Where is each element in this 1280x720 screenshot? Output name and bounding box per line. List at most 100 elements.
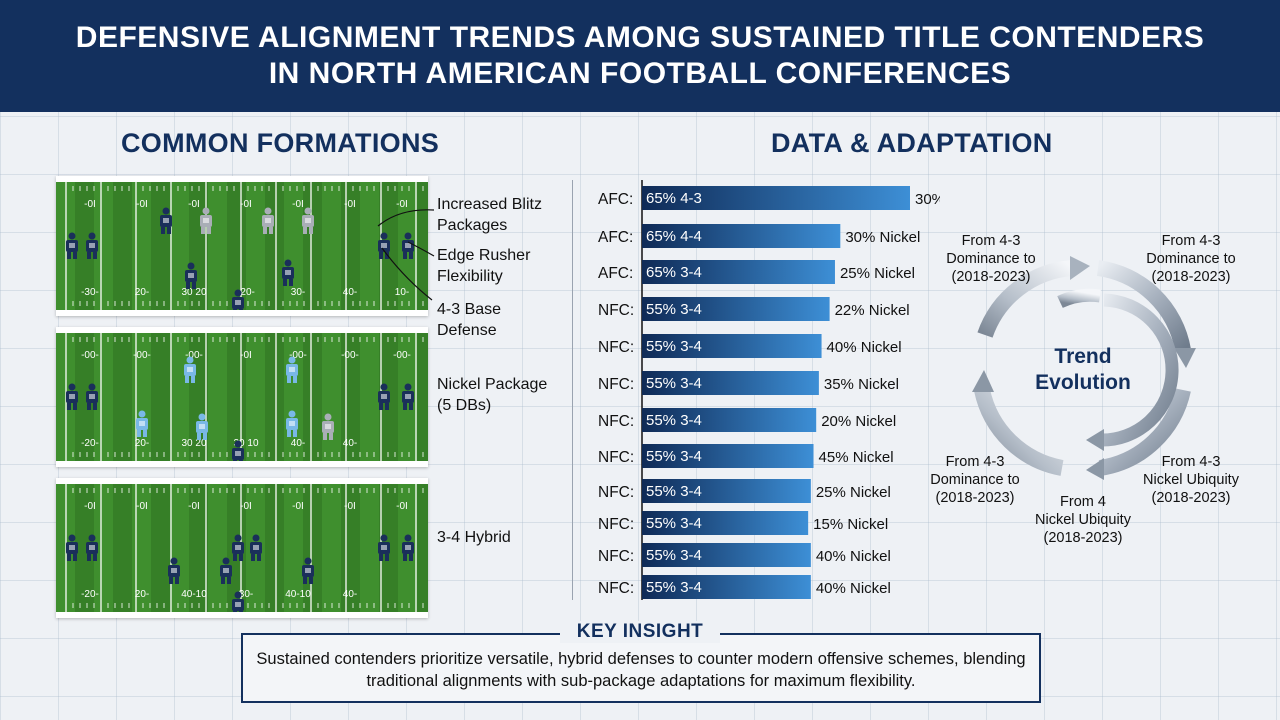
player-figure <box>232 289 244 310</box>
field-marker-top: -0I <box>396 199 408 210</box>
field-drawing: -00- -00- -00- -0I -00- -00- -00- -20- 20- 30 20 3… <box>65 333 424 461</box>
bar <box>642 543 811 567</box>
player-figure <box>302 207 314 234</box>
label-edge-rusher: Edge Rusher Flexibility <box>437 247 531 285</box>
bar-category-label: NFC: <box>598 376 634 393</box>
player-figure <box>302 557 314 584</box>
field-marker-bottom: 40- <box>291 438 305 449</box>
bar <box>642 479 811 503</box>
bar-category-label: NFC: <box>598 580 634 597</box>
field-marker-top: -0I <box>136 501 148 512</box>
bar-inner-label: 55% 3-4 <box>646 579 702 596</box>
bar-category-label: NFC: <box>598 449 634 466</box>
bar-inner-label: 55% 3-4 <box>646 515 702 532</box>
title-line-1: DEFENSIVE ALIGNMENT TRENDS AMONG SUSTAIN… <box>75 21 1205 54</box>
field-marker-bottom: 20- <box>135 438 149 449</box>
field-marker-bottom: -20- <box>81 438 99 449</box>
bar-category-label: NFC: <box>598 484 634 501</box>
player-figure <box>220 557 232 584</box>
bar-category-label: AFC: <box>598 229 633 246</box>
field-marker-bottom: 20- <box>135 287 149 298</box>
bar-category-label: NFC: <box>598 302 634 319</box>
field-marker-top: -0I <box>292 199 304 210</box>
field-marker-top: -0I <box>188 199 200 210</box>
bar-value-label: 40% Nickel <box>827 339 902 356</box>
field-marker-top: -0I <box>396 501 408 512</box>
cycle-stage-label: From 4-3 Dominance to (2018-2023) <box>946 233 1035 285</box>
bar-inner-label: 55% 3-4 <box>646 547 702 564</box>
conference-bar-chart: AFC: 65% 4-3 30% Nickel AFC: 65% 4-4 30% Nick… <box>598 180 940 600</box>
field-marker-bottom: 40-10 <box>285 589 311 600</box>
player-figure <box>86 383 98 410</box>
label-4-3-base: 4-3 Base Defense <box>437 301 502 339</box>
bar-value-label: 45% Nickel <box>819 449 894 466</box>
bar <box>642 297 830 321</box>
field-marker-top: -0I <box>344 199 356 210</box>
field-marker-top: -00- <box>133 350 151 361</box>
cycle-stage-label: From 4-3 Dominance to (2018-2023) <box>930 454 1019 506</box>
field-marker-top: -0I <box>292 501 304 512</box>
formations-section-title: COMMON FORMATIONS <box>121 128 440 158</box>
bar-inner-label: 65% 4-4 <box>646 228 702 245</box>
field-marker-bottom: 10- <box>395 287 409 298</box>
bar-value-label: 35% Nickel <box>824 376 899 393</box>
cycle-stage-label: From 4 Nickel Ubiquity (2018-2023) <box>1035 494 1132 546</box>
player-figure <box>286 410 298 437</box>
field-marker-bottom: 40- <box>343 438 357 449</box>
player-figure <box>282 259 294 286</box>
field-marker-bottom: 30- <box>239 589 253 600</box>
player-figure <box>232 591 244 612</box>
player-figure <box>322 413 334 440</box>
field-marker-bottom: 30 20 <box>181 438 206 449</box>
field-marker-top: -0I <box>240 350 252 361</box>
bar-value-label: 15% Nickel <box>813 516 888 533</box>
player-figure <box>66 383 78 410</box>
player-figure <box>378 534 390 561</box>
bar-category-label: NFC: <box>598 548 634 565</box>
label-nickel-package: Nickel Package (5 DBs) <box>437 376 548 414</box>
bar <box>642 444 814 468</box>
field-nickel-package: -00- -00- -00- -0I -00- -00- -00- -20- 20- 30 20 3… <box>56 327 428 467</box>
bar <box>642 260 835 284</box>
bar-category-label: NFC: <box>598 339 634 356</box>
key-insight-title: KEY INSIGHT <box>560 621 720 643</box>
bar-inner-label: 65% 3-4 <box>646 264 702 281</box>
field-drawing: -0I -0I -0I -0I -0I -0I -0I -20- 20- 40-10 30- 40-1… <box>65 484 424 612</box>
field-marker-bottom: -20- <box>81 589 99 600</box>
field-marker-top: -0I <box>344 501 356 512</box>
bar <box>642 186 910 210</box>
bar <box>642 334 822 358</box>
player-figure <box>402 534 414 561</box>
key-insight-box <box>241 633 1041 703</box>
field-marker-top: -00- <box>81 350 99 361</box>
player-figure <box>185 262 197 289</box>
player-figure <box>66 534 78 561</box>
bar <box>642 575 811 599</box>
label-blitz-packages: Increased Blitz Packages <box>437 196 542 234</box>
bar-category-label: AFC: <box>598 191 633 208</box>
player-figure <box>232 440 244 461</box>
callout-lines <box>377 209 435 301</box>
field-marker-bottom: 40-10 <box>181 589 207 600</box>
player-figure <box>184 356 196 383</box>
bar <box>642 371 819 395</box>
player-figure <box>160 207 172 234</box>
bar-value-label: 40% Nickel <box>816 548 891 565</box>
bar-value-label: 25% Nickel <box>840 265 915 282</box>
bar-inner-label: 55% 3-4 <box>646 412 702 429</box>
bar-value-label: 30% Nickel <box>845 229 920 246</box>
player-figure <box>378 383 390 410</box>
data-section-title: DATA & ADAPTATION <box>771 128 1053 158</box>
player-figure <box>196 413 208 440</box>
title-line-2: IN NORTH AMERICAN FOOTBALL CONFERENCES <box>268 57 1012 90</box>
player-figure <box>86 534 98 561</box>
field-marker-bottom: -20- <box>237 287 255 298</box>
field-marker-bottom: -30- <box>81 287 99 298</box>
trend-evolution-cycle: Trend Evolution From 4-3 Dominance to (201… <box>930 233 1239 546</box>
field-marker-bottom: 30 10 <box>233 438 258 449</box>
key-insight-text: Sustained contenders prioritize versatil… <box>256 650 1026 690</box>
player-figure <box>250 534 262 561</box>
bar-value-label: 22% Nickel <box>835 302 910 319</box>
field-marker-top: -0I <box>84 501 96 512</box>
field-marker-bottom: 20- <box>135 589 149 600</box>
